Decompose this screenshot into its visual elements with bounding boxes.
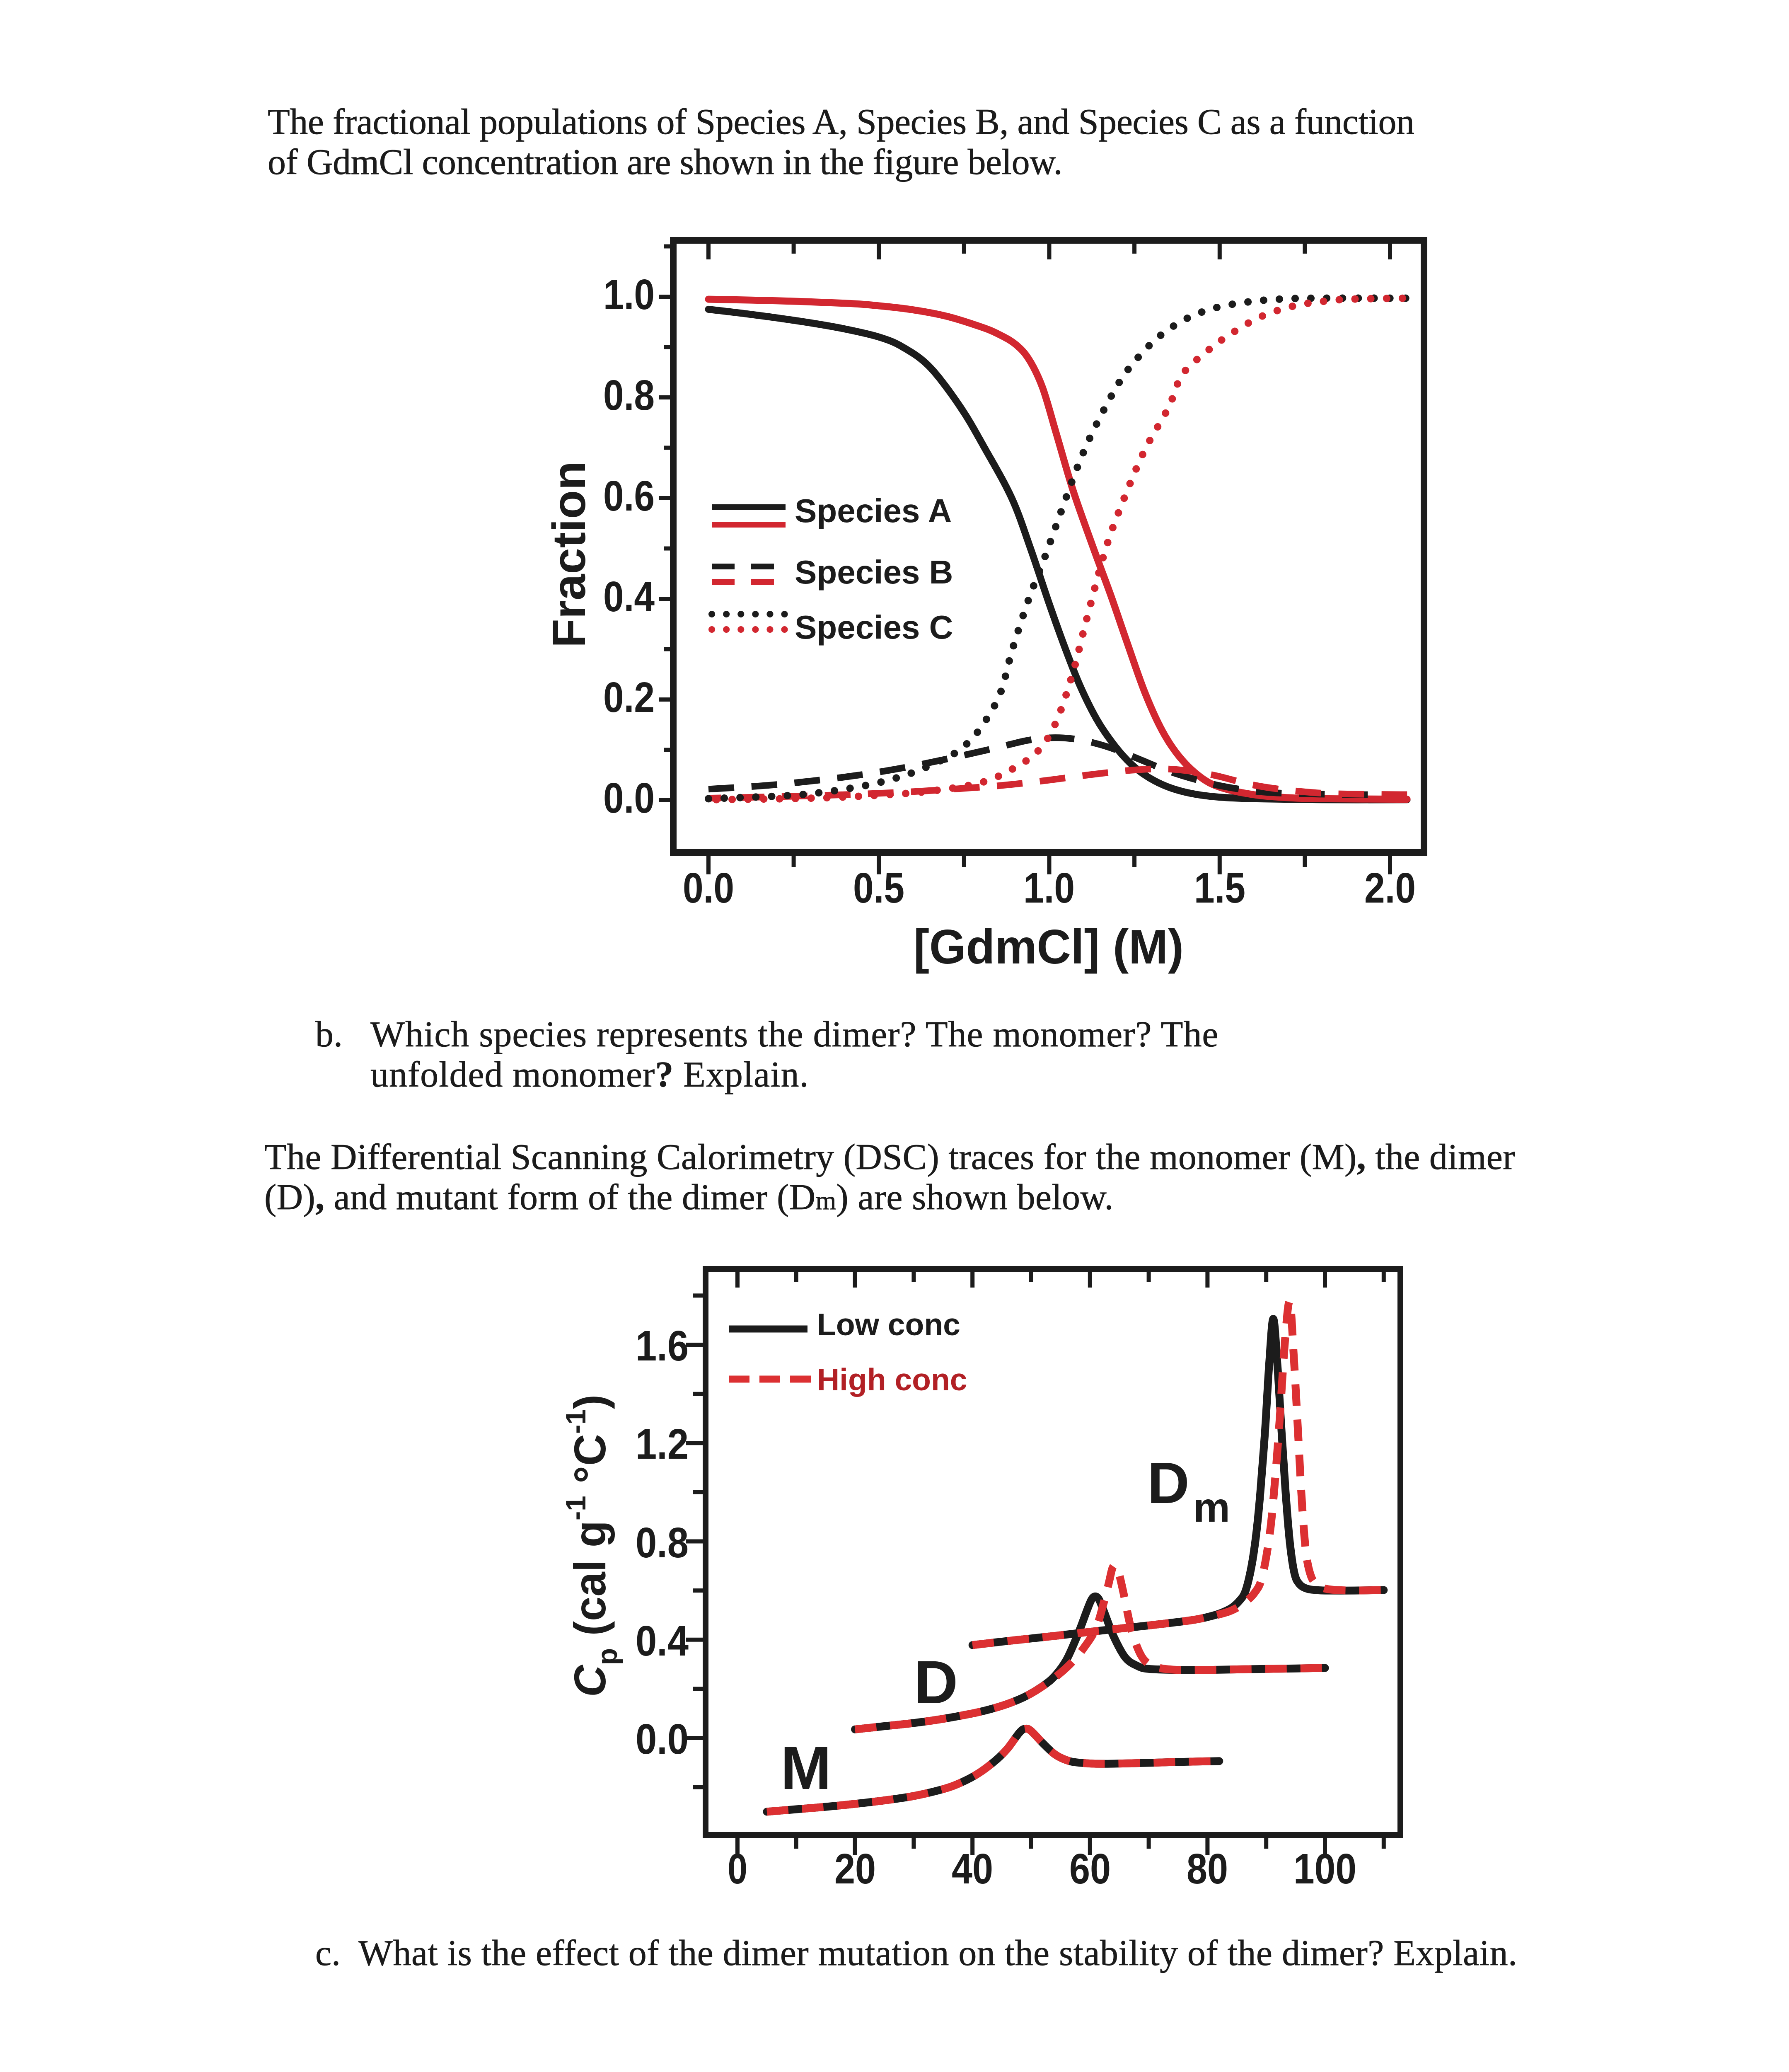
svg-text:1.6: 1.6 <box>636 1322 689 1370</box>
svg-text:0.8: 0.8 <box>603 371 655 419</box>
svg-text:Species A: Species A <box>795 492 952 529</box>
svg-text:0.8: 0.8 <box>636 1519 689 1566</box>
svg-text:0.2: 0.2 <box>603 673 655 721</box>
svg-text:0.0: 0.0 <box>636 1715 689 1763</box>
svg-text:2.0: 2.0 <box>1364 864 1416 912</box>
svg-text:Species B: Species B <box>795 554 953 591</box>
svg-text:40: 40 <box>952 1845 993 1893</box>
svg-text:80: 80 <box>1187 1845 1228 1893</box>
svg-text:D: D <box>914 1648 958 1716</box>
svg-text:1.5: 1.5 <box>1194 864 1245 912</box>
svg-text:m: m <box>1193 1484 1230 1531</box>
svg-text:High conc: High conc <box>817 1362 967 1397</box>
svg-text:0.6: 0.6 <box>603 472 655 520</box>
svg-text:60: 60 <box>1069 1845 1111 1893</box>
svg-text:20: 20 <box>834 1845 876 1893</box>
svg-text:M: M <box>781 1734 831 1802</box>
svg-text:0.0: 0.0 <box>683 864 734 912</box>
svg-text:1.0: 1.0 <box>1023 864 1075 912</box>
svg-text:1.2: 1.2 <box>636 1420 689 1468</box>
svg-text:0.4: 0.4 <box>603 573 655 620</box>
svg-text:D: D <box>1147 1450 1189 1515</box>
svg-text:Species C: Species C <box>795 609 953 646</box>
svg-text:Fraction: Fraction <box>543 461 595 648</box>
svg-text:0.0: 0.0 <box>603 774 655 822</box>
svg-text:Low conc: Low conc <box>817 1307 960 1342</box>
svg-text:1.0: 1.0 <box>603 271 655 318</box>
svg-text:0: 0 <box>728 1845 747 1893</box>
svg-text:100: 100 <box>1293 1845 1356 1893</box>
svg-text:0.4: 0.4 <box>636 1617 689 1665</box>
svg-text:Cp (cal g-1 °C-1): Cp (cal g-1 °C-1) <box>560 1394 623 1697</box>
svg-text:[GdmCl] (M): [GdmCl] (M) <box>914 920 1184 974</box>
svg-text:0.5: 0.5 <box>853 864 904 912</box>
